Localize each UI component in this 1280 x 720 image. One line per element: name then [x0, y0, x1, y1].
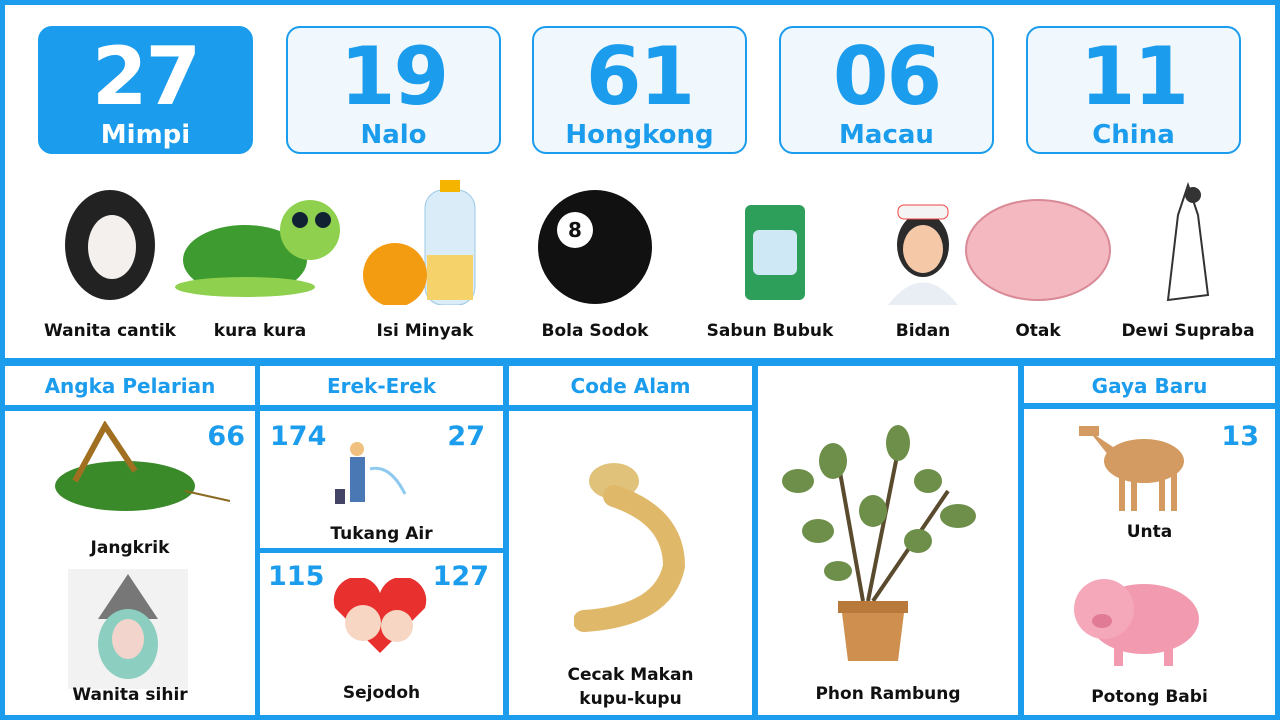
dream-label: Wanita cantik — [44, 321, 176, 341]
gecko-icon — [574, 463, 686, 632]
erek-erek-header: Erek-Erek — [260, 366, 503, 405]
number-label: Mimpi — [100, 120, 191, 150]
wanita-sihir-label: Wanita sihir — [72, 685, 188, 705]
dream-label: Bidan — [895, 321, 951, 341]
number-box-macau: 06 Macau — [779, 26, 994, 154]
jangkrik-label: Jangkrik — [90, 538, 170, 558]
wayang-icon — [1166, 181, 1210, 302]
code-alam-label-2: kupu-kupu — [579, 689, 682, 709]
erek-number-right: 127 — [432, 561, 489, 592]
billiard-ball-icon: 8 — [538, 190, 652, 304]
dream-item: Isi Minyak — [350, 175, 500, 355]
dream-label: Isi Minyak — [376, 321, 474, 341]
number-value: 27 — [91, 30, 201, 123]
angka-pelarian-cell: 66 Jangkrik Wanita sihir — [5, 411, 255, 715]
angka-pelarian-number: 66 — [207, 421, 245, 452]
svg-text:8: 8 — [568, 218, 582, 242]
oil-bottle-icon — [363, 180, 476, 305]
phon-rambung-label: Phon Rambung — [815, 684, 961, 704]
dream-item: 8 Bola Sodok — [520, 175, 670, 355]
number-label: China — [1092, 120, 1175, 150]
top-panel: 27 Mimpi 19 Nalo 61 Hongkong 06 Macau 11 Chin… — [5, 5, 1275, 358]
detergent-icon — [745, 205, 805, 300]
erek-erek-bottom-cell: 115 127 Sejodoh — [260, 553, 503, 715]
phon-rambung-cell: Phon Rambung — [758, 366, 1018, 715]
unta-label: Unta — [1126, 522, 1173, 542]
erek-number-right: 27 — [447, 421, 485, 452]
dream-label: Bola Sodok — [541, 321, 649, 341]
number-value: 11 — [1079, 30, 1189, 123]
nurse-icon — [888, 204, 958, 305]
number-box-mimpi: 27 Mimpi — [38, 26, 253, 154]
gaya-baru-number: 13 — [1221, 421, 1259, 452]
erek-number-left: 115 — [268, 561, 325, 592]
number-box-hongkong: 61 Hongkong — [532, 26, 747, 154]
number-label: Nalo — [360, 120, 427, 150]
dream-item: Dewi Supraba — [1113, 175, 1263, 355]
gardener-icon — [335, 442, 407, 504]
witch-icon — [68, 569, 188, 689]
dream-label: Sabun Bubuk — [706, 321, 834, 341]
gaya-baru-cell: 13 Unta Potong Babi — [1024, 409, 1275, 715]
number-value: 61 — [585, 30, 695, 123]
couple-icon — [333, 578, 427, 653]
cricket-icon — [55, 421, 231, 511]
number-box-china: 11 China — [1026, 26, 1241, 154]
dream-label: kura kura — [213, 321, 307, 341]
number-value: 06 — [832, 30, 942, 123]
pig-icon — [1074, 579, 1199, 666]
dream-item: Otak — [963, 175, 1113, 355]
erek-number-left: 174 — [270, 421, 327, 452]
plant-icon — [782, 425, 976, 661]
angka-pelarian-header: Angka Pelarian — [5, 366, 255, 405]
number-label: Hongkong — [565, 120, 714, 150]
sejodoh-label: Sejodoh — [342, 683, 421, 703]
code-alam-cell: Cecak Makan kupu-kupu — [509, 411, 752, 715]
number-value: 19 — [339, 30, 449, 123]
code-alam-label-1: Cecak Makan — [567, 665, 694, 685]
number-label: Macau — [839, 120, 934, 150]
dream-item: Sabun Bubuk — [695, 175, 845, 355]
gaya-baru-header: Gaya Baru — [1024, 366, 1275, 403]
brain-icon — [965, 199, 1111, 301]
turtle-icon — [175, 200, 340, 297]
code-alam-header: Code Alam — [509, 366, 752, 405]
dream-label: Otak — [1015, 321, 1061, 341]
dream-item: Bidan — [848, 175, 998, 355]
number-box-nalo: 19 Nalo — [286, 26, 501, 154]
erek-erek-top-cell: 174 27 Tukang Air — [260, 411, 503, 548]
dream-item: kura kura — [175, 175, 340, 355]
tukang-air-label: Tukang Air — [330, 524, 433, 544]
woman-icon — [65, 190, 155, 300]
dream-label: Dewi Supraba — [1121, 321, 1255, 341]
camel-icon — [1079, 426, 1184, 511]
dream-item: Wanita cantik — [35, 175, 185, 355]
potong-babi-label: Potong Babi — [1091, 687, 1208, 707]
